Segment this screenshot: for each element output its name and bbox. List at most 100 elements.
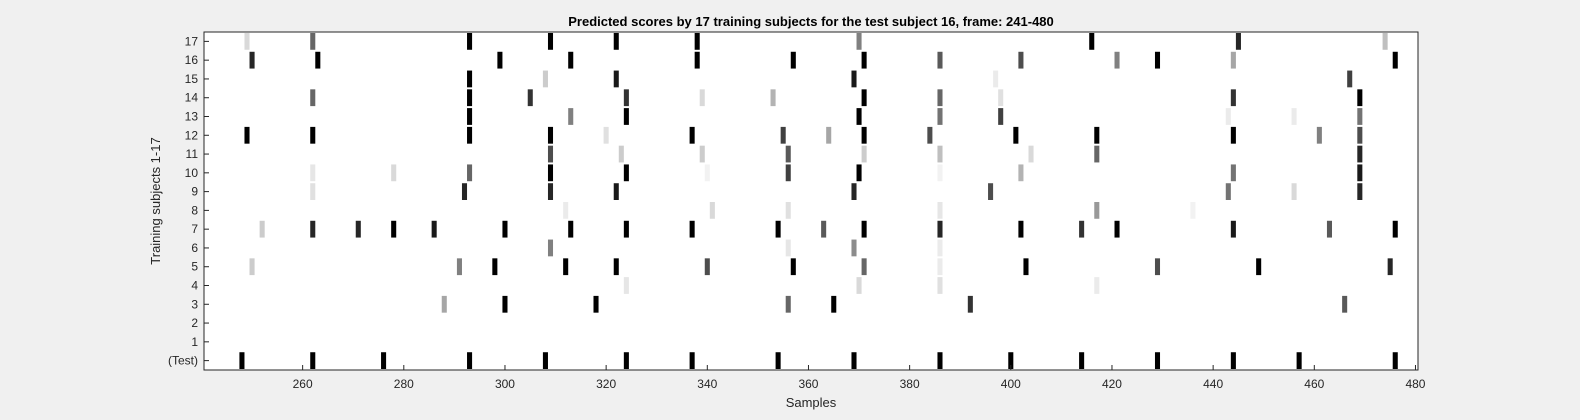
y-axis-label: Training subjects 1-17 bbox=[148, 137, 163, 264]
x-tick-label: 440 bbox=[1203, 377, 1223, 391]
heatmap-cell bbox=[785, 164, 791, 182]
heatmap-cell bbox=[467, 164, 473, 182]
heatmap-cell bbox=[547, 145, 554, 163]
heatmap-cell bbox=[704, 258, 710, 276]
heatmap-cell bbox=[780, 126, 786, 144]
heatmap-cell bbox=[310, 352, 316, 369]
heatmap-cell bbox=[785, 295, 791, 313]
heatmap-cell bbox=[785, 239, 791, 257]
heatmap-cell bbox=[851, 239, 857, 257]
heatmap-cell bbox=[1225, 108, 1231, 125]
heatmap-cell bbox=[1357, 183, 1363, 200]
heatmap-cell bbox=[467, 89, 473, 107]
heatmap-cell bbox=[239, 352, 245, 369]
y-tick-label: 15 bbox=[185, 72, 199, 86]
heatmap-cell bbox=[937, 352, 943, 369]
heatmap-cell bbox=[861, 51, 867, 69]
heatmap-cell bbox=[391, 220, 397, 238]
y-tick-label: 7 bbox=[191, 222, 198, 236]
heatmap-cell bbox=[1291, 108, 1297, 125]
heatmap-cells bbox=[239, 33, 1398, 369]
heatmap-cell bbox=[1018, 164, 1024, 182]
heatmap-cell bbox=[694, 33, 700, 50]
heatmap-cell bbox=[1357, 108, 1363, 125]
y-tick-label: 1 bbox=[191, 335, 198, 349]
heatmap-cell bbox=[623, 220, 629, 238]
heatmap-cell bbox=[244, 126, 250, 144]
y-tick-label: 12 bbox=[185, 128, 199, 142]
heatmap-cell bbox=[689, 220, 695, 238]
heatmap-cell bbox=[542, 352, 548, 369]
heatmap-cell bbox=[770, 89, 776, 107]
heatmap-cell bbox=[618, 145, 624, 163]
heatmap-cell bbox=[856, 164, 862, 182]
heatmap-cell bbox=[856, 108, 862, 125]
y-tick-label: 2 bbox=[191, 316, 198, 330]
heatmap-cell bbox=[547, 239, 554, 257]
heatmap-cell bbox=[851, 183, 857, 200]
heatmap-cell bbox=[821, 220, 827, 238]
y-tick-label: 3 bbox=[191, 297, 198, 311]
heatmap-cell bbox=[937, 220, 943, 238]
heatmap-cell bbox=[623, 164, 629, 182]
heatmap-cell bbox=[967, 295, 973, 313]
x-tick-label: 260 bbox=[293, 377, 313, 391]
heatmap-cell bbox=[1230, 51, 1236, 69]
heatmap-cell bbox=[613, 258, 619, 276]
heatmap-cell bbox=[391, 164, 397, 182]
heatmap-cell bbox=[993, 70, 999, 88]
heatmap-cell bbox=[1357, 89, 1363, 107]
heatmap-cell bbox=[1235, 33, 1241, 50]
heatmap-cell bbox=[568, 220, 574, 238]
x-tick-label: 480 bbox=[1405, 377, 1425, 391]
heatmap-cell bbox=[623, 108, 629, 125]
heatmap-cell bbox=[461, 183, 468, 200]
heatmap-cell bbox=[381, 352, 387, 369]
heatmap-cell bbox=[861, 89, 867, 107]
x-tick-label: 300 bbox=[495, 377, 515, 391]
heatmap-cell bbox=[775, 352, 781, 369]
heatmap-cell bbox=[467, 352, 473, 369]
heatmap-cell bbox=[310, 164, 316, 182]
heatmap-cell bbox=[431, 220, 437, 238]
heatmap-cell bbox=[851, 70, 857, 88]
heatmap-cell bbox=[603, 126, 609, 144]
heatmap-cell bbox=[1023, 258, 1029, 276]
chart-title: Predicted scores by 17 training subjects… bbox=[568, 14, 1054, 29]
heatmap-cell bbox=[1114, 51, 1120, 69]
heatmap-cell bbox=[249, 51, 255, 69]
y-tick-label: 13 bbox=[185, 110, 199, 124]
heatmap-cell bbox=[1357, 145, 1363, 163]
heatmap-cell bbox=[1392, 51, 1398, 69]
x-axis-label: Samples bbox=[786, 395, 837, 410]
heatmap-cell bbox=[547, 33, 554, 50]
heatmap-cell bbox=[937, 108, 943, 125]
heatmap-cell bbox=[441, 295, 447, 313]
heatmap-cell bbox=[694, 51, 700, 69]
heatmap-cell bbox=[1256, 258, 1262, 276]
heatmap-cell bbox=[563, 202, 569, 219]
heatmap-cell bbox=[1094, 145, 1100, 163]
heatmap-cell bbox=[704, 164, 710, 182]
heatmap-cell bbox=[1291, 183, 1297, 200]
heatmap-cell bbox=[937, 164, 943, 182]
heatmap-cell bbox=[1190, 202, 1196, 219]
heatmap-cell bbox=[310, 126, 316, 144]
heatmap-cell bbox=[456, 258, 462, 276]
plot-border bbox=[203, 31, 1419, 371]
heatmap-cell bbox=[1154, 352, 1161, 369]
heatmap-cell bbox=[1079, 220, 1085, 238]
x-tick-label: 420 bbox=[1102, 377, 1122, 391]
heatmap-cell bbox=[1225, 183, 1231, 200]
heatmap-cell bbox=[937, 202, 943, 219]
heatmap-cell bbox=[623, 352, 629, 369]
heatmap-cell bbox=[310, 89, 316, 107]
x-tick-label: 380 bbox=[900, 377, 920, 391]
heatmap-cell bbox=[856, 33, 862, 50]
y-tick-label: (Test) bbox=[168, 354, 198, 368]
heatmap-cell bbox=[699, 89, 705, 107]
heatmap-cell bbox=[1230, 352, 1236, 369]
heatmap-cell bbox=[623, 89, 629, 107]
y-tick-label: 14 bbox=[185, 91, 199, 105]
